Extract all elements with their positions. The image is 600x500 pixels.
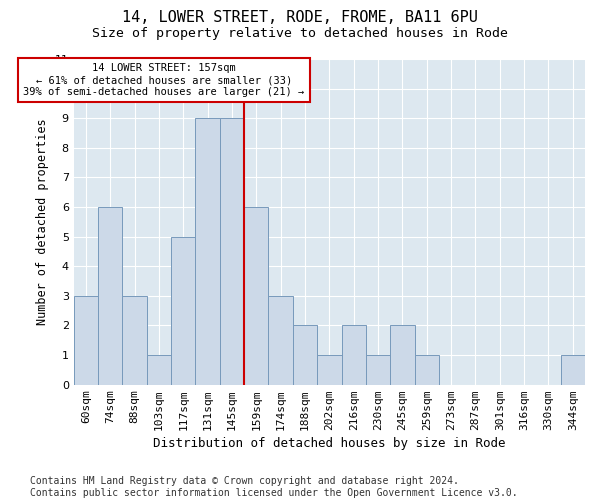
Bar [220, 118, 244, 384]
Bar [122, 296, 147, 384]
Bar [74, 296, 98, 384]
Bar [171, 236, 196, 384]
Bar [147, 355, 171, 384]
Bar [317, 355, 341, 384]
Text: 14 LOWER STREET: 157sqm
← 61% of detached houses are smaller (33)
39% of semi-de: 14 LOWER STREET: 157sqm ← 61% of detache… [23, 64, 304, 96]
Bar [366, 355, 390, 384]
X-axis label: Distribution of detached houses by size in Rode: Distribution of detached houses by size … [153, 437, 506, 450]
Bar [196, 118, 220, 384]
Bar [341, 326, 366, 384]
Text: Size of property relative to detached houses in Rode: Size of property relative to detached ho… [92, 28, 508, 40]
Text: 14, LOWER STREET, RODE, FROME, BA11 6PU: 14, LOWER STREET, RODE, FROME, BA11 6PU [122, 10, 478, 25]
Bar [244, 207, 268, 384]
Bar [390, 326, 415, 384]
Bar [98, 207, 122, 384]
Text: Contains HM Land Registry data © Crown copyright and database right 2024.
Contai: Contains HM Land Registry data © Crown c… [30, 476, 518, 498]
Y-axis label: Number of detached properties: Number of detached properties [36, 118, 49, 325]
Bar [293, 326, 317, 384]
Bar [415, 355, 439, 384]
Bar [560, 355, 585, 384]
Bar [268, 296, 293, 384]
